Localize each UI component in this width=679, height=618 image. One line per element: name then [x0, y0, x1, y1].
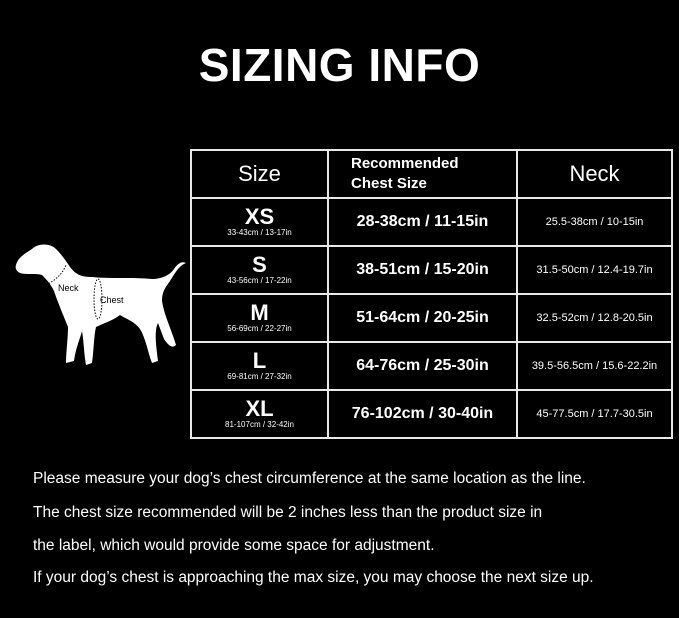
- dog-silhouette: [15, 244, 187, 365]
- chest-line: [93, 278, 103, 320]
- note-line: The chest size recommended will be 2 inc…: [33, 504, 543, 521]
- sizing-table: Size Recommended Chest Size Neck XS 33-43…: [190, 149, 673, 439]
- table-row: S 43-56cm / 17-22in 38-51cm / 15-20in 31.…: [190, 245, 673, 295]
- page-title: SIZING INFO: [198, 39, 481, 91]
- chest-label: Chest: [100, 295, 124, 305]
- size-label: S: [252, 252, 267, 277]
- header-neck: Neck: [516, 149, 673, 199]
- chest-cell: 64-76cm / 25-30in: [327, 341, 518, 391]
- table-row: M 56-69cm / 22-27in 51-64cm / 20-25in 32.…: [190, 293, 673, 343]
- neck-cell: 31.5-50cm / 12.4-19.7in: [516, 245, 673, 295]
- product-size: 56-69cm / 22-27in: [227, 324, 292, 333]
- neck-cell: 39.5-56.5cm / 15.6-22.2in: [516, 341, 673, 391]
- product-size: 43-56cm / 17-22in: [227, 276, 292, 285]
- neck-label: Neck: [58, 283, 79, 293]
- header-size: Size: [190, 149, 329, 199]
- neck-cell: 32.5-52cm / 12.8-20.5in: [516, 293, 673, 343]
- product-size: 69-81cm / 27-32in: [227, 372, 292, 381]
- size-cell: L 69-81cm / 27-32in: [190, 341, 329, 391]
- chest-cell: 76-102cm / 30-40in: [327, 389, 518, 439]
- note-line: Please measure your dog’s chest circumfe…: [33, 470, 586, 487]
- neck-cell: 45-77.5cm / 17.7-30.5in: [516, 389, 673, 439]
- note-line: the label, which would provide some spac…: [33, 537, 435, 554]
- size-label: M: [250, 300, 269, 325]
- size-cell: S 43-56cm / 17-22in: [190, 245, 329, 295]
- table-row: L 69-81cm / 27-32in 64-76cm / 25-30in 39.…: [190, 341, 673, 391]
- chest-cell: 38-51cm / 15-20in: [327, 245, 518, 295]
- size-label: XS: [244, 204, 275, 229]
- size-cell: XS 33-43cm / 13-17in: [190, 197, 329, 247]
- size-cell: XL 81-107cm / 32-42in: [190, 389, 329, 439]
- dog-illustration: Neck Chest: [15, 244, 187, 365]
- header-chest: Recommended Chest Size: [327, 149, 518, 199]
- size-cell: M 56-69cm / 22-27in: [190, 293, 329, 343]
- table-row: XL 81-107cm / 32-42in 76-102cm / 30-40in …: [190, 389, 673, 439]
- note-line: If your dog’s chest is approaching the m…: [33, 569, 594, 586]
- product-size: 33-43cm / 13-17in: [227, 228, 292, 237]
- table-row: XS 33-43cm / 13-17in 28-38cm / 11-15in 25…: [190, 197, 673, 247]
- table-header-row: Size Recommended Chest Size Neck: [190, 149, 673, 199]
- chest-cell: 28-38cm / 11-15in: [327, 197, 518, 247]
- size-label: XL: [245, 396, 274, 421]
- size-label: L: [252, 348, 267, 373]
- product-size: 81-107cm / 32-42in: [225, 420, 294, 429]
- chest-cell: 51-64cm / 20-25in: [327, 293, 518, 343]
- neck-cell: 25.5-38cm / 10-15in: [516, 197, 673, 247]
